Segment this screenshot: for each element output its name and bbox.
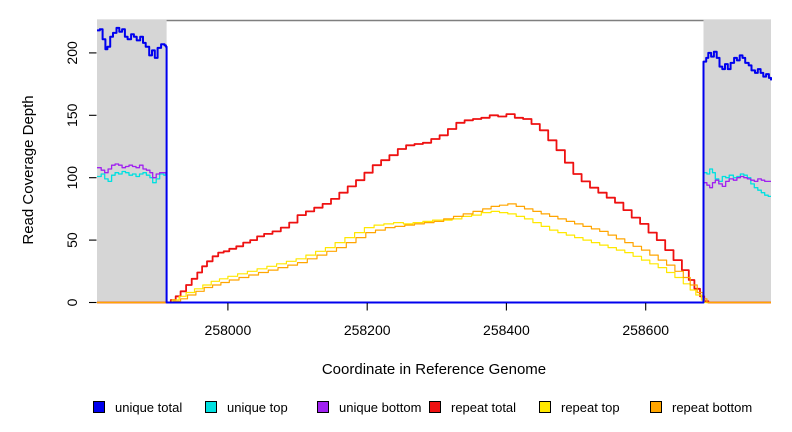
series-line-unique-total <box>97 26 772 304</box>
legend-item-unique-top: unique top <box>205 399 288 415</box>
series-line-unique-bottom <box>97 163 771 304</box>
legend-label: repeat top <box>561 399 620 415</box>
x-tick-label: 258000 <box>205 322 252 338</box>
legend-label: repeat total <box>451 399 517 415</box>
legend-swatch <box>205 401 217 413</box>
legend-item-repeat-bottom: repeat bottom <box>650 399 753 415</box>
y-axis-title: Read Coverage Depth <box>20 95 37 244</box>
series-line-repeat-top <box>97 210 771 304</box>
series-line-repeat-bottom <box>97 203 771 304</box>
x-tick-label: 258400 <box>483 322 530 338</box>
legend-swatch <box>650 401 662 413</box>
series-line-repeat-total <box>97 113 771 304</box>
legend-label: unique total <box>115 399 183 415</box>
unique-region-shading <box>97 19 167 303</box>
legend-label: unique bottom <box>339 399 422 415</box>
legend-item-repeat-total: repeat total <box>429 399 517 415</box>
legend-swatch <box>93 401 105 413</box>
x-tick-label: 258600 <box>622 322 669 338</box>
x-axis-title: Coordinate in Reference Genome <box>322 361 546 378</box>
legend-item-repeat-top: repeat top <box>539 399 620 415</box>
plot-area <box>97 19 772 304</box>
legend-item-unique-total: unique total <box>93 399 183 415</box>
y-tick-label: 0 <box>64 298 80 306</box>
legend-label: unique top <box>227 399 288 415</box>
y-tick-label: 50 <box>64 232 80 248</box>
y-tick-label: 150 <box>64 103 80 127</box>
x-tick-label: 258200 <box>344 322 391 338</box>
unique-region-shading <box>703 19 771 303</box>
y-tick-label: 200 <box>64 41 80 65</box>
series-line-unique-top <box>97 168 771 304</box>
legend-label: repeat bottom <box>672 399 753 415</box>
legend-swatch <box>429 401 441 413</box>
y-tick-label: 100 <box>64 166 80 190</box>
axes: 258000 258200 258400 258600 0 50 100 150 200 <box>64 41 669 338</box>
legend-swatch <box>317 401 329 413</box>
legend-item-unique-bottom: unique bottom <box>317 399 422 415</box>
legend-swatch <box>539 401 551 413</box>
